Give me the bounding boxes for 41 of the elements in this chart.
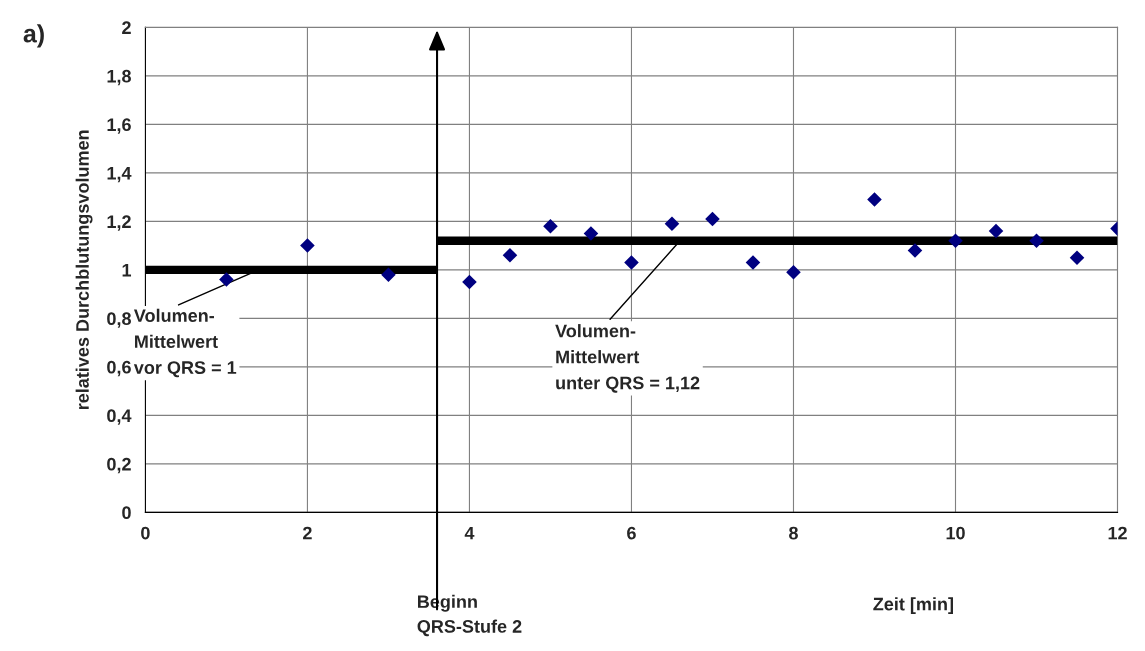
- x-tick-label: 2: [303, 526, 312, 540]
- y-tick-label: 0,4: [107, 409, 132, 425]
- point: [1029, 233, 1044, 249]
- y-tick-label: 1,6: [107, 118, 131, 134]
- chart-title: a): [23, 24, 44, 48]
- point: [867, 192, 882, 207]
- y-tick-label: 1,4: [107, 166, 132, 183]
- y-tick-label: 1: [122, 263, 132, 277]
- x-axis-title: Zeit [min]: [873, 597, 953, 615]
- y-tick-label: 0,6: [107, 360, 131, 377]
- x-tick-label: 4: [464, 526, 475, 540]
- point: [462, 274, 477, 290]
- y-tick-label: 0,2: [107, 457, 131, 474]
- y-tick-label: 2: [122, 21, 131, 34]
- x-tick-label: 8: [789, 526, 798, 540]
- point: [1069, 250, 1085, 265]
- point: [705, 211, 720, 227]
- x-tick-label: 6: [627, 526, 636, 540]
- point: [664, 216, 680, 232]
- point: [948, 233, 963, 249]
- y-axis-title: relatives Durchblutungsvolumen: [75, 130, 93, 410]
- point: [745, 255, 761, 270]
- x-tick-label: 12: [1108, 526, 1127, 540]
- point: [907, 243, 923, 258]
- point: [583, 226, 599, 241]
- point: [988, 223, 1004, 239]
- y-tick-label: 0: [122, 506, 131, 520]
- point: [543, 218, 558, 234]
- annotation: Volumen- Mittelwert vor QRS = 1: [133, 308, 237, 378]
- y-tick-label: 1,2: [107, 215, 131, 231]
- x-tick-label: 0: [141, 526, 150, 540]
- x-tick-label: 10: [946, 526, 965, 540]
- y-tick-label: 1,8: [107, 69, 131, 86]
- point: [624, 255, 639, 270]
- point: [300, 238, 315, 253]
- annotation: Volumen- Mittelwert unter QRS = 1,12: [555, 324, 700, 393]
- point: [502, 248, 518, 263]
- point: [381, 267, 396, 282]
- point: [786, 264, 801, 280]
- point: [219, 272, 234, 287]
- y-tick-label: 0,8: [107, 312, 131, 328]
